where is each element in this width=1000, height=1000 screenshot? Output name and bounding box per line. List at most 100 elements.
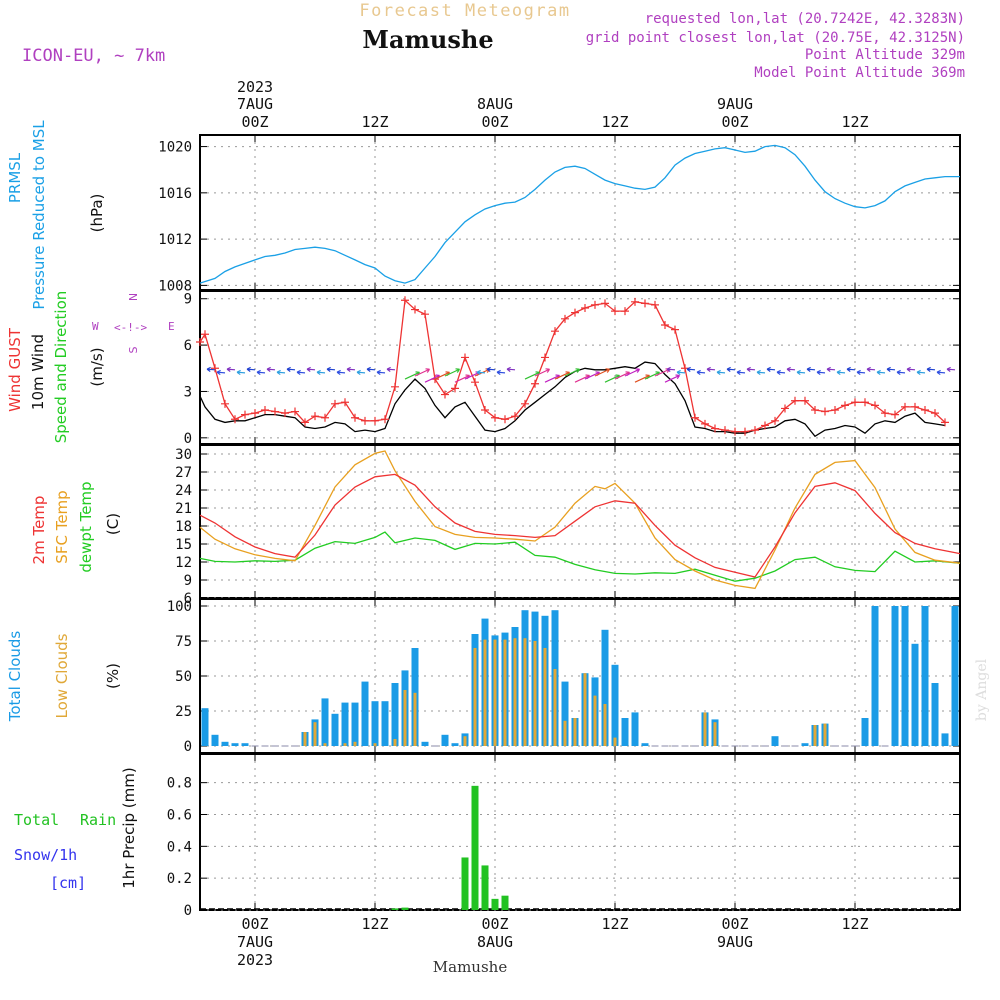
wind-direction-arrow bbox=[816, 371, 826, 374]
wind-direction-arrow bbox=[876, 369, 881, 376]
model-altitude: Model Point Altitude 369m bbox=[754, 65, 965, 81]
wind-direction-arrow bbox=[916, 369, 921, 376]
gust-marker bbox=[781, 404, 789, 413]
cloud-side-label: Low Clouds bbox=[53, 633, 71, 718]
wind-direction-arrow bbox=[575, 368, 580, 373]
low-cloud-bar bbox=[553, 669, 557, 746]
wind-direction-arrow bbox=[574, 374, 590, 383]
bottom-time-label: 00Z bbox=[241, 915, 268, 933]
wind-direction-arrow bbox=[896, 369, 901, 376]
wind-direction-arrow bbox=[696, 371, 706, 374]
low-cloud-bar bbox=[513, 638, 517, 746]
total-cloud-bar bbox=[201, 708, 209, 746]
wind-direction-arrow bbox=[246, 366, 251, 372]
wind-direction-arrow bbox=[706, 368, 716, 371]
wind-direction-arrow bbox=[316, 371, 326, 374]
wind-direction-arrow bbox=[524, 371, 540, 380]
total-cloud-bar bbox=[451, 743, 459, 746]
wind-direction-arrow bbox=[276, 369, 281, 376]
wind-speed-line bbox=[199, 361, 946, 438]
low-cloud-bar bbox=[713, 722, 717, 746]
wind-direction-arrow bbox=[736, 371, 746, 374]
gust-marker bbox=[881, 409, 889, 418]
wind-direction-arrow bbox=[544, 374, 560, 383]
wind-direction-arrow bbox=[675, 374, 680, 380]
wind-direction-arrow bbox=[836, 369, 841, 376]
dewpoint-line bbox=[199, 531, 961, 582]
wind-direction-arrow bbox=[444, 368, 460, 377]
bottom-time-label: 00Z bbox=[721, 915, 748, 933]
gust-marker bbox=[251, 409, 259, 418]
total-cloud-bar bbox=[371, 701, 379, 746]
y-tick-label: 50 bbox=[175, 669, 192, 685]
gust-marker bbox=[811, 406, 819, 414]
wind-direction-arrow bbox=[946, 366, 951, 372]
gust-marker bbox=[871, 401, 879, 410]
total-cloud-bar bbox=[771, 736, 779, 746]
top-time-label: 12Z bbox=[601, 113, 628, 131]
gust-marker bbox=[361, 416, 369, 425]
total-cloud-bar bbox=[391, 683, 399, 746]
wind-direction-arrow bbox=[726, 368, 736, 371]
gust-marker bbox=[791, 396, 799, 405]
wind-direction-arrow bbox=[236, 371, 246, 374]
wind-direction-arrow bbox=[545, 368, 550, 373]
y-tick-label: 0 bbox=[184, 739, 192, 755]
wind-direction-arrow bbox=[716, 369, 721, 376]
wind-direction-arrow bbox=[624, 368, 640, 377]
top-year-label: 2023 bbox=[237, 78, 273, 96]
wind-direction-arrow bbox=[736, 369, 741, 376]
low-cloud-bar bbox=[413, 692, 417, 746]
total-cloud-bar bbox=[361, 681, 369, 746]
gust-marker bbox=[831, 406, 839, 414]
total-cloud-bar bbox=[951, 606, 959, 746]
wind-direction-arrow bbox=[476, 369, 481, 376]
gust-marker bbox=[571, 308, 579, 317]
gust-marker bbox=[551, 327, 559, 336]
wind-direction-arrow bbox=[266, 368, 276, 371]
gust-marker bbox=[341, 398, 349, 407]
temp-unit-label: (C) bbox=[104, 513, 122, 535]
wind-direction-arrow bbox=[746, 368, 756, 371]
gust-marker bbox=[661, 321, 669, 329]
temp-side-label: dewpt Temp bbox=[77, 481, 95, 572]
y-tick-label: 0.6 bbox=[167, 807, 192, 823]
wind-direction-arrow bbox=[256, 369, 261, 376]
wind-direction-arrow bbox=[706, 366, 711, 372]
low-cloud-bar bbox=[823, 723, 827, 746]
gust-marker bbox=[581, 304, 589, 312]
wind-direction-arrow bbox=[635, 368, 640, 373]
low-cloud-bar bbox=[543, 648, 547, 746]
wind-direction-arrow bbox=[644, 371, 660, 380]
wind-direction-arrow bbox=[366, 366, 371, 372]
wind-direction-arrow bbox=[366, 368, 376, 371]
panel-frame bbox=[199, 134, 961, 291]
total-cloud-bar bbox=[381, 701, 389, 746]
wind-direction-arrow bbox=[906, 368, 916, 371]
compass-arrow: <-!-> bbox=[114, 321, 147, 334]
total-cloud-bar bbox=[801, 743, 809, 746]
gust-marker bbox=[751, 426, 759, 435]
wind-direction-arrow bbox=[326, 366, 331, 372]
total-cloud-bar bbox=[241, 743, 249, 746]
gust-marker bbox=[196, 338, 204, 346]
wind-direction-arrow bbox=[454, 374, 470, 383]
gust-marker bbox=[611, 307, 619, 316]
wind-direction-arrow bbox=[666, 366, 671, 372]
wind-direction-arrow bbox=[404, 371, 420, 380]
gust-marker bbox=[481, 406, 489, 414]
low-cloud-bar bbox=[493, 639, 497, 746]
rain-bar bbox=[501, 895, 509, 910]
wind-gust-line bbox=[199, 298, 946, 433]
precip-side-label: Snow/1h bbox=[14, 846, 77, 864]
y-tick-label: 6 bbox=[184, 591, 192, 607]
low-cloud-bar bbox=[463, 736, 467, 746]
low-cloud-bar bbox=[533, 641, 537, 746]
wind-direction-arrow bbox=[604, 374, 620, 383]
gust-marker bbox=[471, 378, 479, 387]
wind-direction-arrow bbox=[605, 368, 610, 373]
gust-marker bbox=[231, 415, 239, 424]
wind-direction-arrow bbox=[286, 366, 291, 372]
gust-marker bbox=[521, 399, 529, 408]
